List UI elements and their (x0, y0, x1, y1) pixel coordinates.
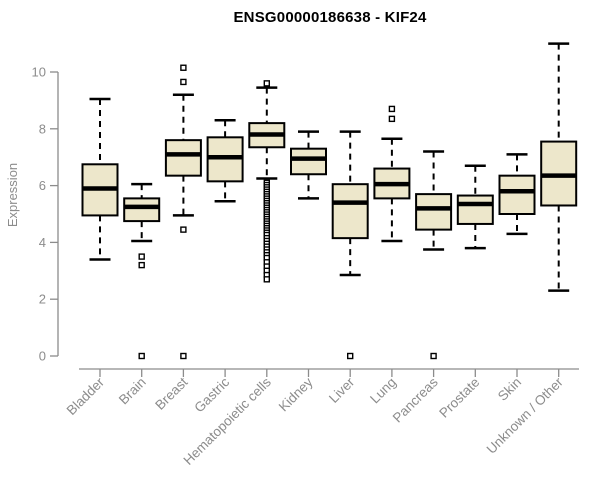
box-bladder (81, 97, 119, 261)
outlier-point (263, 276, 270, 283)
y-tick-label: 2 (39, 292, 46, 307)
outlier-point (180, 64, 187, 71)
y-axis-title: Expression (5, 163, 20, 227)
chart-title: ENSG00000186638 - KIF24 (233, 9, 427, 26)
y-tick-label: 6 (39, 178, 46, 193)
box-pancreas (415, 150, 453, 360)
box-lung (373, 105, 411, 243)
outlier-point (388, 105, 396, 113)
y-tick-label: 0 (39, 349, 46, 364)
y-tick-label: 8 (39, 121, 46, 136)
box-hematopoietic-cells (248, 80, 286, 283)
x-tick-label-breast: Breast (152, 374, 190, 412)
outlier-point (180, 352, 187, 360)
outlier-point (388, 115, 396, 123)
box-gastric (206, 119, 244, 203)
box-breast (164, 64, 202, 360)
outlier-point (430, 352, 437, 360)
outlier-point (180, 78, 187, 86)
iqr-box (123, 197, 161, 223)
x-tick-label-pancreas: Pancreas (390, 374, 441, 425)
outlier-point (138, 261, 145, 269)
box-brain (123, 182, 161, 360)
outlier-point (180, 226, 187, 233)
outlier-point (138, 352, 145, 360)
x-tick-label-lung: Lung (367, 375, 399, 407)
iqr-box (290, 147, 327, 176)
iqr-box (415, 193, 453, 231)
y-tick-label: 10 (32, 65, 46, 80)
x-tick-label-bladder: Bladder (64, 374, 108, 418)
x-tick-label-gastric: Gastric (191, 374, 232, 415)
outlier-point (347, 352, 354, 360)
iqr-box (164, 139, 202, 177)
box-unknown-other (540, 42, 578, 292)
x-tick-label-brain: Brain (116, 375, 149, 408)
box-liver (331, 130, 369, 360)
x-tick-label-liver: Liver (326, 374, 358, 406)
x-tick-label-unknown-other: Unknown / Other (484, 374, 567, 457)
x-tick-label-prostate: Prostate (436, 375, 482, 421)
x-tick-label-skin: Skin (495, 375, 524, 404)
outlier-point (263, 80, 270, 87)
box-kidney (290, 130, 327, 200)
outlier-point (138, 253, 145, 260)
x-tick-label-kidney: Kidney (276, 374, 316, 414)
box-prostate (456, 164, 494, 250)
iqr-box (456, 194, 494, 225)
box-skin (498, 153, 536, 236)
iqr-box (331, 183, 369, 240)
iqr-box (498, 174, 536, 216)
y-tick-label: 4 (39, 235, 46, 250)
